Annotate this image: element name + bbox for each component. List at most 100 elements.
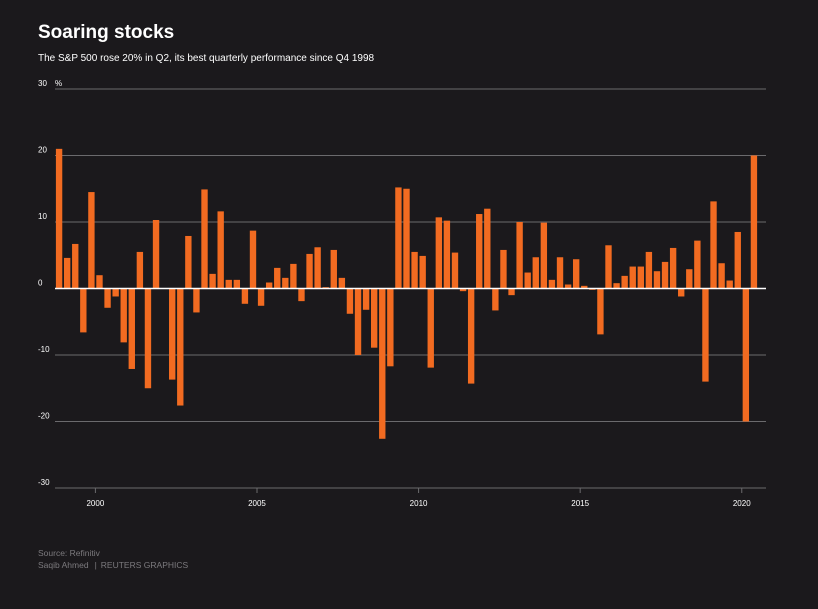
bar xyxy=(185,235,192,289)
bar xyxy=(169,288,176,380)
bar xyxy=(354,288,362,355)
bar xyxy=(152,220,160,289)
bar xyxy=(403,188,410,289)
bar xyxy=(451,252,459,289)
x-tick-label: 2010 xyxy=(410,499,428,508)
bar xyxy=(556,257,564,289)
bar xyxy=(702,288,709,382)
bar xyxy=(459,288,467,292)
bar xyxy=(395,187,402,289)
bar xyxy=(274,267,281,289)
bar xyxy=(241,288,249,304)
chart-title: Soaring stocks xyxy=(38,22,175,43)
credit-separator: | xyxy=(94,560,97,570)
bar xyxy=(621,275,628,289)
bar xyxy=(661,261,669,289)
bar xyxy=(80,288,87,333)
bar xyxy=(718,263,725,289)
bar xyxy=(653,271,661,289)
bar xyxy=(144,288,152,389)
bar xyxy=(104,288,111,308)
credit-line: Saqib Ahmed | REUTERS GRAPHICS xyxy=(38,560,188,570)
bar xyxy=(734,231,741,289)
bar xyxy=(55,148,63,289)
bar xyxy=(362,288,370,310)
bar xyxy=(419,255,426,289)
bar xyxy=(290,263,297,289)
bar xyxy=(338,277,346,289)
bar xyxy=(387,288,394,367)
y-tick-label: 10 xyxy=(38,212,47,221)
y-tick-label: -20 xyxy=(38,412,50,421)
bar xyxy=(629,266,636,289)
bar xyxy=(120,288,127,343)
bar xyxy=(516,222,523,289)
bar xyxy=(742,288,750,422)
y-tick-label: 20 xyxy=(38,146,47,155)
source-note: Source: Refinitiv xyxy=(38,548,100,558)
bar xyxy=(605,245,612,289)
bar xyxy=(63,257,71,289)
bar xyxy=(548,279,556,289)
x-tick-label: 2000 xyxy=(86,499,104,508)
bar xyxy=(201,189,208,289)
bar xyxy=(314,247,321,289)
bar xyxy=(572,259,580,289)
bar xyxy=(346,288,354,314)
bar xyxy=(476,214,483,289)
bar xyxy=(564,284,572,289)
author-name: Saqib Ahmed xyxy=(38,560,89,570)
bar xyxy=(225,279,232,289)
bar xyxy=(72,243,79,289)
bar xyxy=(371,288,378,348)
bar xyxy=(330,249,337,289)
bar xyxy=(427,288,434,368)
bar xyxy=(694,240,701,289)
bar xyxy=(112,288,119,297)
y-tick-label: -30 xyxy=(38,478,50,487)
x-tick-label: 2015 xyxy=(571,499,589,508)
bar xyxy=(597,288,604,335)
bar xyxy=(678,288,685,297)
bar xyxy=(467,288,475,384)
y-tick-label: -10 xyxy=(38,345,50,354)
bar xyxy=(524,272,531,289)
chart-subtitle: The S&P 500 rose 20% in Q2, its best qua… xyxy=(38,53,375,64)
bar xyxy=(581,285,588,289)
bar xyxy=(128,288,135,369)
publisher-name: REUTERS GRAPHICS xyxy=(100,560,189,570)
bar xyxy=(136,251,144,289)
bar xyxy=(249,230,257,289)
bar xyxy=(500,249,507,289)
bar xyxy=(265,282,273,289)
x-axis: 2000 2005 2010 2015 2020 xyxy=(86,488,751,508)
x-tick-label: 2020 xyxy=(733,499,751,508)
y-tick-label: 0 xyxy=(38,279,43,288)
bar xyxy=(710,201,717,289)
bar xyxy=(540,222,548,289)
bar xyxy=(726,280,733,289)
bar xyxy=(177,288,184,406)
bar xyxy=(484,208,491,289)
bar xyxy=(532,257,539,289)
bar xyxy=(298,288,305,302)
y-unit-label: % xyxy=(55,79,62,88)
chart-bars xyxy=(55,148,758,439)
bar xyxy=(492,288,499,311)
bar xyxy=(282,277,289,289)
bar xyxy=(443,220,451,289)
x-tick-label: 2005 xyxy=(248,499,266,508)
bar xyxy=(257,288,265,306)
bar xyxy=(508,288,515,296)
bar xyxy=(435,217,443,289)
bar xyxy=(645,251,653,289)
bar xyxy=(217,211,224,289)
bar xyxy=(306,253,313,289)
bar xyxy=(96,275,103,289)
chart-grid: 30 20 10 0 -10 -20 -30% xyxy=(38,79,766,489)
bar xyxy=(193,288,200,313)
bar xyxy=(669,247,677,289)
bar xyxy=(379,288,386,439)
bar xyxy=(613,283,620,289)
